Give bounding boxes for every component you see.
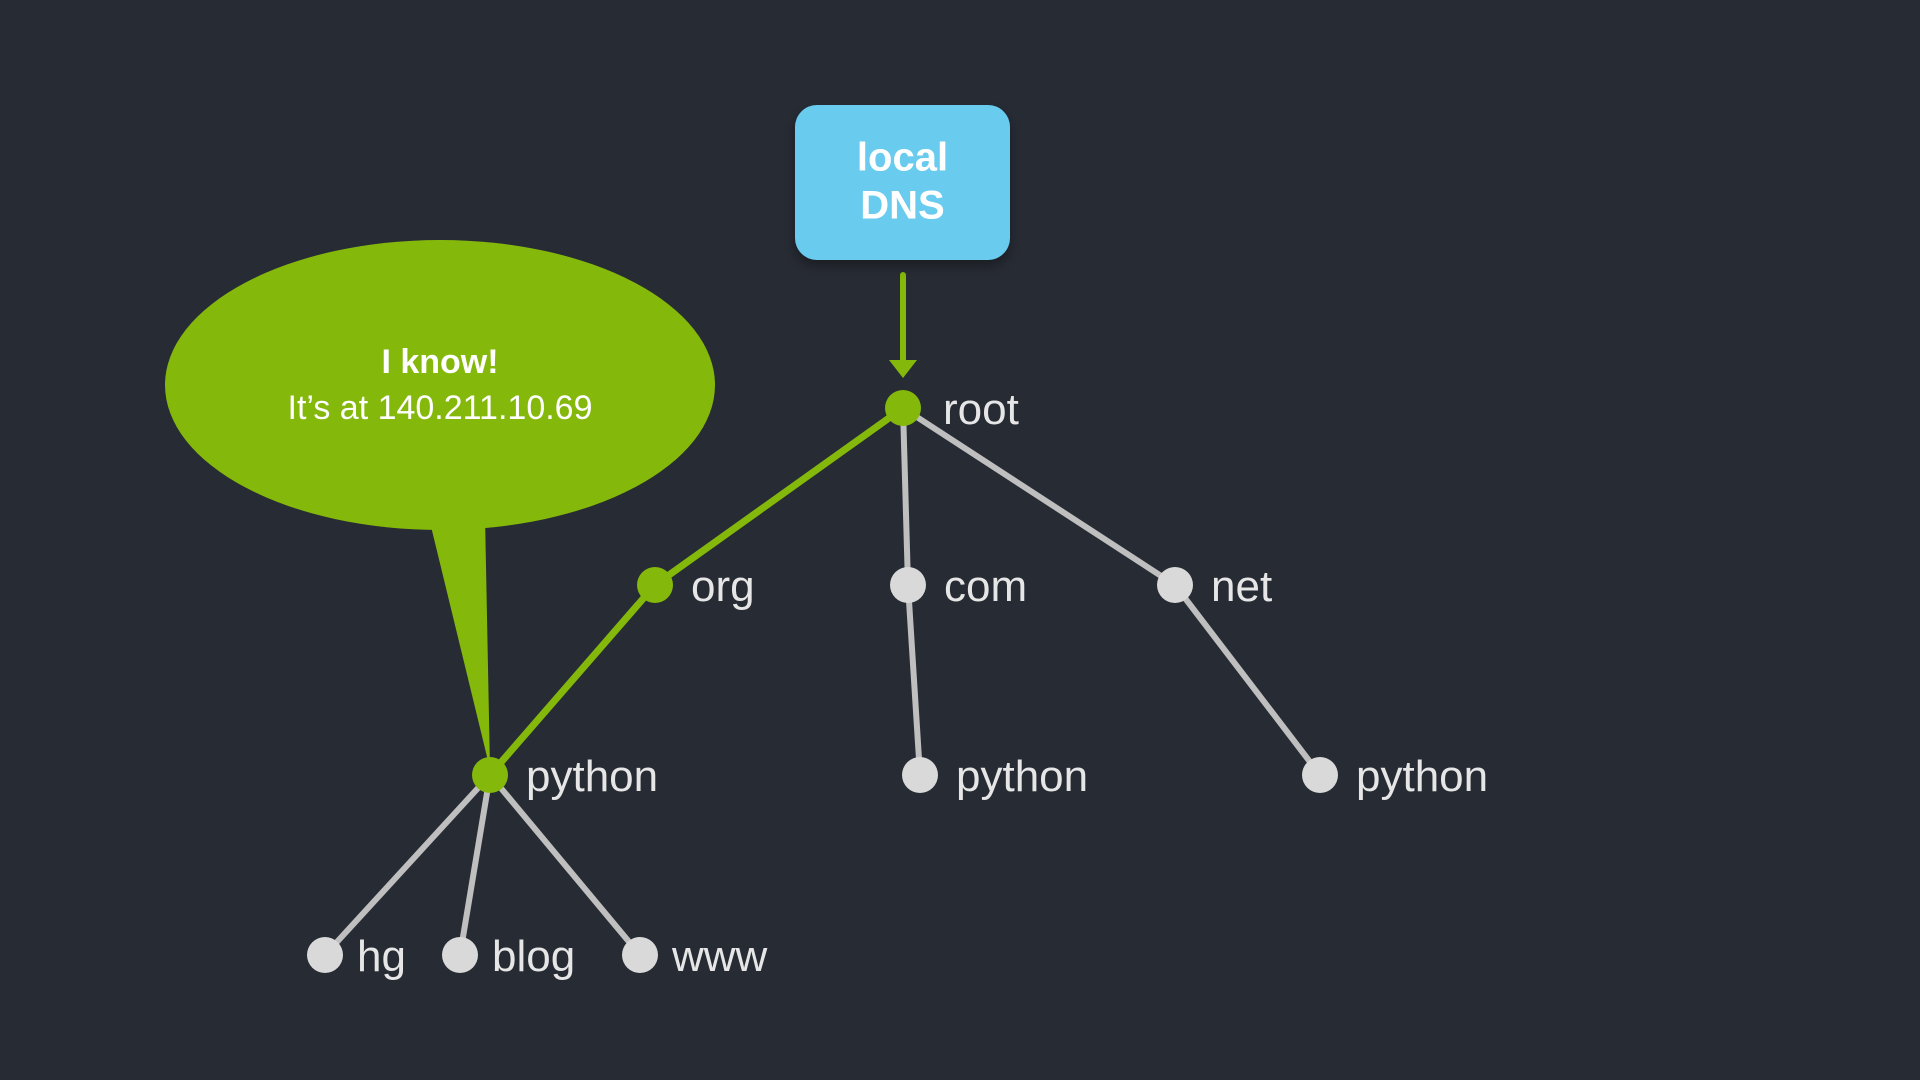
node-root [885,390,921,426]
local-dns-box [795,105,1010,260]
node-net [1157,567,1193,603]
node-org [637,567,673,603]
speech-bubble-line2: It’s at 140.211.10.69 [288,389,593,427]
node-label-python_com: python [956,752,1088,801]
node-python_org [472,757,508,793]
node-www [622,937,658,973]
local-dns-line1: local [857,136,948,180]
node-label-hg: hg [357,932,406,981]
node-python_com [902,757,938,793]
node-label-com: com [944,562,1027,611]
dns-tree-diagram: I know! It’s at 140.211.10.69 root org com ne… [0,0,1920,1080]
local-dns-line2: DNS [860,184,944,228]
node-label-python_org: python [526,752,658,801]
node-label-net: net [1211,562,1272,611]
node-python_net [1302,757,1338,793]
node-blog [442,937,478,973]
node-label-blog: blog [492,932,575,981]
node-label-org: org [691,562,755,611]
speech-bubble-line1: I know! [381,343,498,381]
node-label-www: www [671,932,768,981]
node-label-python_net: python [1356,752,1488,801]
node-label-root: root [943,385,1019,434]
node-hg [307,937,343,973]
node-com [890,567,926,603]
